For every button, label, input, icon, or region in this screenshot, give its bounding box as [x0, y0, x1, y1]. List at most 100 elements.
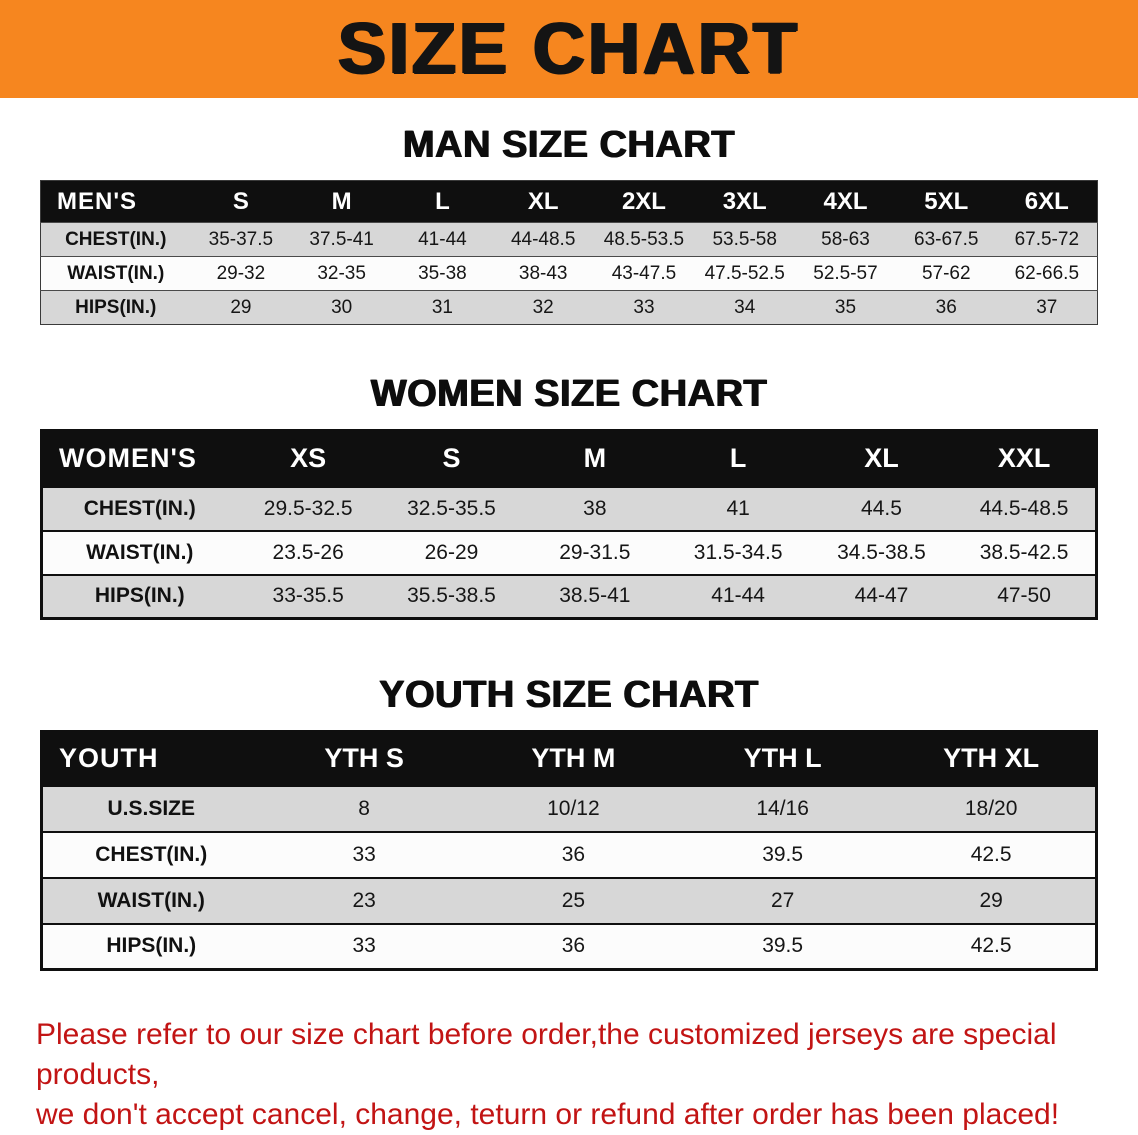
- men-size-table: MEN'S S M L XL 2XL 3XL 4XL 5XL 6XL CHEST…: [40, 180, 1098, 325]
- size-value-cell: 29-31.5: [523, 529, 667, 575]
- size-column-header: S: [190, 180, 292, 223]
- size-value-cell: 18/20: [887, 784, 1097, 832]
- size-value-cell: 39.5: [678, 922, 888, 970]
- size-value-cell: 42.5: [887, 830, 1097, 878]
- size-column-header: S: [379, 430, 524, 487]
- size-value-cell: 57-62: [895, 256, 997, 291]
- size-value-cell: 29: [887, 876, 1097, 924]
- youth-chest-row: CHEST(IN.) 33 36 39.5 42.5: [41, 830, 1097, 878]
- disclaimer-note: Please refer to our size chart before or…: [36, 1015, 1102, 1135]
- size-value-cell: 67.5-72: [996, 222, 1098, 257]
- size-column-header: XXL: [953, 430, 1097, 487]
- size-value-cell: 53.5-58: [694, 222, 796, 257]
- size-value-cell: 10/12: [468, 784, 678, 832]
- size-value-cell: 44-47: [809, 573, 954, 619]
- size-value-cell: 36: [468, 922, 678, 970]
- women-chart-heading: WOMEN SIZE CHART: [370, 373, 768, 415]
- size-value-cell: 33: [259, 922, 469, 970]
- size-value-cell: 23: [259, 876, 469, 924]
- size-value-cell: 30: [291, 290, 393, 325]
- size-value-cell: 36: [468, 830, 678, 878]
- row-label-cell: CHEST(IN.): [41, 485, 237, 531]
- women-table-corner-header: WOMEN'S: [41, 430, 237, 487]
- size-column-header: M: [523, 430, 667, 487]
- size-value-cell: 27: [678, 876, 888, 924]
- size-chart-banner: SIZE CHART: [0, 0, 1138, 98]
- youth-chart-heading: YOUTH SIZE CHART: [379, 674, 759, 716]
- size-value-cell: 33: [259, 830, 469, 878]
- size-value-cell: 44-48.5: [492, 222, 594, 257]
- women-waist-row: WAIST(IN.) 23.5-26 26-29 29-31.5 31.5-34…: [41, 529, 1097, 575]
- size-column-header: XL: [809, 430, 954, 487]
- size-column-header: XL: [492, 180, 594, 223]
- row-label-cell: CHEST(IN.): [41, 830, 260, 878]
- men-table-corner-header: MEN'S: [40, 180, 191, 223]
- size-value-cell: 38.5-41: [523, 573, 667, 619]
- size-column-header: YTH S: [259, 731, 469, 786]
- size-value-cell: 41-44: [392, 222, 493, 257]
- men-waist-row: WAIST(IN.) 29-32 32-35 35-38 38-43 43-47…: [40, 256, 1098, 291]
- size-value-cell: 34.5-38.5: [809, 529, 954, 575]
- men-table-header-row: MEN'S S M L XL 2XL 3XL 4XL 5XL 6XL: [40, 180, 1098, 223]
- size-value-cell: 62-66.5: [996, 256, 1098, 291]
- size-value-cell: 38-43: [492, 256, 594, 291]
- size-column-header: 2XL: [593, 180, 695, 223]
- size-value-cell: 31.5-34.5: [666, 529, 810, 575]
- size-column-header: YTH M: [468, 731, 678, 786]
- size-value-cell: 34: [694, 290, 796, 325]
- size-value-cell: 33-35.5: [236, 573, 380, 619]
- size-value-cell: 8: [259, 784, 469, 832]
- women-size-table: WOMEN'S XS S M L XL XXL CHEST(IN.) 29.5-…: [40, 429, 1098, 620]
- size-value-cell: 29-32: [190, 256, 292, 291]
- size-column-header: 5XL: [895, 180, 997, 223]
- size-value-cell: 35-38: [392, 256, 493, 291]
- youth-hips-row: HIPS(IN.) 33 36 39.5 42.5: [41, 922, 1097, 970]
- size-column-header: M: [291, 180, 393, 223]
- size-column-header: XS: [236, 430, 380, 487]
- size-value-cell: 26-29: [379, 529, 524, 575]
- youth-ussize-row: U.S.SIZE 8 10/12 14/16 18/20: [41, 784, 1097, 832]
- youth-size-table: YOUTH YTH S YTH M YTH L YTH XL U.S.SIZE …: [40, 730, 1098, 971]
- size-value-cell: 23.5-26: [236, 529, 380, 575]
- row-label-cell: U.S.SIZE: [41, 784, 260, 832]
- men-chart-heading: MAN SIZE CHART: [402, 124, 736, 166]
- size-value-cell: 32: [492, 290, 594, 325]
- size-column-header: YTH L: [678, 731, 888, 786]
- size-value-cell: 31: [392, 290, 493, 325]
- size-value-cell: 41: [666, 485, 810, 531]
- size-column-header: L: [392, 180, 493, 223]
- size-value-cell: 48.5-53.5: [593, 222, 695, 257]
- size-value-cell: 14/16: [678, 784, 888, 832]
- size-value-cell: 29.5-32.5: [236, 485, 380, 531]
- size-column-header: L: [666, 430, 810, 487]
- size-column-header: 4XL: [795, 180, 896, 223]
- size-value-cell: 33: [593, 290, 695, 325]
- size-value-cell: 38: [523, 485, 667, 531]
- size-value-cell: 47-50: [953, 573, 1097, 619]
- size-value-cell: 32-35: [291, 256, 393, 291]
- size-column-header: YTH XL: [887, 731, 1097, 786]
- size-value-cell: 44.5: [809, 485, 954, 531]
- men-size-chart-section: MAN SIZE CHART MEN'S S M L XL 2XL 3XL 4X…: [0, 124, 1138, 325]
- youth-table-corner-header: YOUTH: [41, 731, 260, 786]
- size-value-cell: 38.5-42.5: [953, 529, 1097, 575]
- men-hips-row: HIPS(IN.) 29 30 31 32 33 34 35 36 37: [40, 290, 1098, 325]
- size-value-cell: 25: [468, 876, 678, 924]
- size-value-cell: 35: [795, 290, 896, 325]
- size-value-cell: 63-67.5: [895, 222, 997, 257]
- row-label-cell: CHEST(IN.): [40, 222, 191, 257]
- row-label-cell: WAIST(IN.): [41, 876, 260, 924]
- size-value-cell: 39.5: [678, 830, 888, 878]
- size-value-cell: 52.5-57: [795, 256, 896, 291]
- size-column-header: 6XL: [996, 180, 1098, 223]
- size-value-cell: 29: [190, 290, 292, 325]
- size-value-cell: 44.5-48.5: [953, 485, 1097, 531]
- women-table-header-row: WOMEN'S XS S M L XL XXL: [41, 430, 1097, 487]
- women-size-chart-section: WOMEN SIZE CHART WOMEN'S XS S M L XL XXL…: [0, 373, 1138, 620]
- disclaimer-line-2: we don't accept cancel, change, teturn o…: [36, 1098, 1060, 1131]
- youth-size-chart-section: YOUTH SIZE CHART YOUTH YTH S YTH M YTH L…: [0, 674, 1138, 971]
- row-label-cell: HIPS(IN.): [41, 573, 237, 619]
- size-value-cell: 47.5-52.5: [694, 256, 796, 291]
- row-label-cell: WAIST(IN.): [41, 529, 237, 575]
- row-label-cell: HIPS(IN.): [41, 922, 260, 970]
